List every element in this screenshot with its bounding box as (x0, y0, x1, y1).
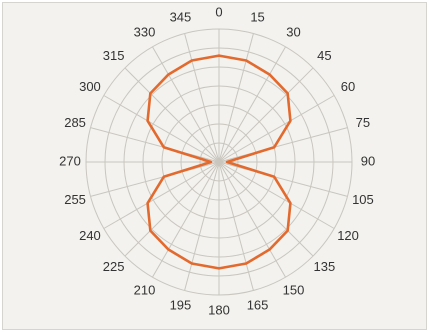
grid-spoke (152, 46, 220, 163)
angle-tick-label: 135 (314, 259, 336, 274)
series-layer (146, 54, 292, 270)
grid-spoke (124, 67, 220, 163)
angle-tick-label: 165 (247, 297, 269, 312)
grid-spoke (218, 33, 254, 163)
grid-spoke (218, 161, 254, 291)
angle-tick-label: 105 (352, 192, 374, 207)
grid-spoke (218, 161, 314, 257)
angle-tick-label: 315 (103, 48, 125, 63)
angle-tick-label: 75 (356, 115, 370, 130)
angle-tick-label: 270 (59, 153, 81, 168)
grid-spoke (184, 161, 220, 291)
angle-tick-label: 255 (64, 192, 86, 207)
grid-spoke (218, 67, 314, 163)
grid-spoke (218, 46, 286, 163)
angle-tick-label: 0 (215, 4, 222, 19)
angle-tick-label: 30 (286, 24, 300, 39)
grid-spoke (218, 127, 348, 163)
angle-tick-label: 90 (361, 153, 375, 168)
angle-tick-label: 225 (103, 259, 125, 274)
angle-tick-label: 45 (317, 48, 331, 63)
angle-tick-label: 330 (134, 24, 156, 39)
grid-spoke (90, 127, 220, 163)
grid-spoke (103, 95, 220, 163)
grid-spoke (184, 33, 220, 163)
angle-tick-labels: 0 15 30 45 60 75 90 105 120 135 150 165 180 195 210 225… (59, 4, 375, 317)
grid-spoke (218, 161, 286, 278)
polar-chart: 0 15 30 45 60 75 90 105 120 135 150 165 180 195 210 225… (59, 4, 375, 317)
angle-tick-label: 195 (170, 297, 192, 312)
angle-tick-label: 240 (79, 228, 101, 243)
angle-tick-label: 15 (250, 10, 264, 25)
angle-tick-label: 210 (134, 282, 156, 297)
grid-spoke (152, 161, 220, 278)
series-line (146, 54, 292, 270)
grid-spoke (218, 161, 348, 197)
angle-tick-label: 285 (64, 115, 86, 130)
angle-tick-label: 180 (208, 302, 230, 317)
angle-tick-label: 300 (79, 79, 101, 94)
angle-tick-label: 345 (170, 10, 192, 25)
grid-spoke (103, 161, 220, 229)
grid-spoke (124, 161, 220, 257)
angle-tick-label: 150 (283, 282, 305, 297)
grid-spoke (218, 161, 335, 229)
angle-tick-label: 60 (341, 79, 355, 94)
angle-tick-label: 120 (337, 228, 359, 243)
grid-spoke (218, 95, 335, 163)
grid-spoke (90, 161, 220, 197)
chart-panel: 0 15 30 45 60 75 90 105 120 135 150 165 180 195 210 225… (2, 2, 427, 330)
polar-grid (85, 28, 353, 296)
